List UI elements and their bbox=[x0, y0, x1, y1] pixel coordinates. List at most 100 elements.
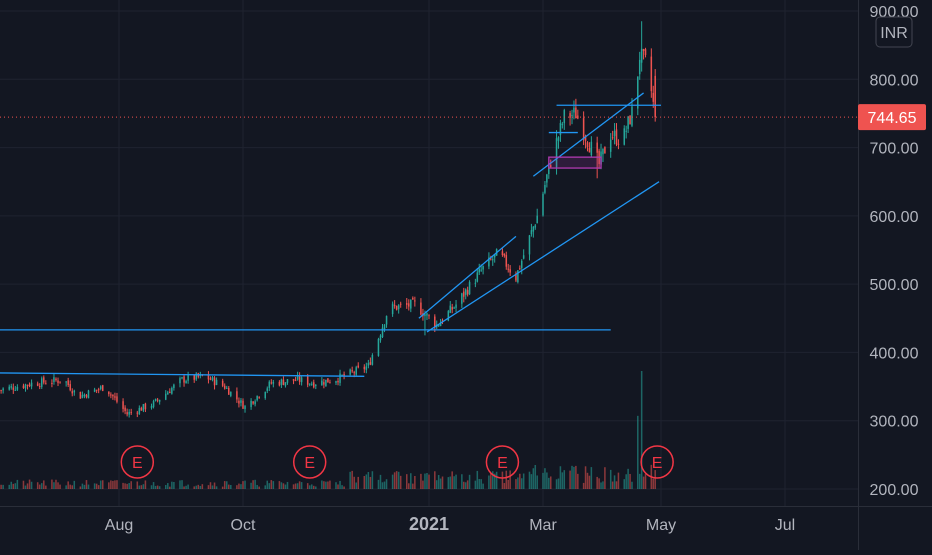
volume-bar bbox=[225, 481, 228, 489]
candle-body bbox=[244, 406, 246, 410]
volume-bar bbox=[215, 486, 218, 489]
price-tick-label: 400.00 bbox=[870, 345, 919, 362]
volume-bar bbox=[395, 471, 398, 489]
candle-body bbox=[642, 49, 645, 51]
candle-body bbox=[530, 230, 533, 235]
volume-bar bbox=[519, 473, 521, 489]
volume-bar bbox=[563, 470, 566, 489]
volume-bar bbox=[169, 486, 171, 489]
candle-body bbox=[323, 382, 325, 385]
candle-body bbox=[142, 404, 145, 411]
candle-body bbox=[341, 374, 343, 376]
candle-body bbox=[437, 325, 440, 327]
volume-bar bbox=[476, 470, 479, 489]
volume-bar bbox=[116, 480, 118, 489]
candle-body bbox=[215, 379, 218, 385]
volume-bar bbox=[65, 485, 67, 489]
trendline bbox=[418, 235, 517, 319]
candle-body bbox=[507, 268, 509, 270]
volume-bar bbox=[453, 476, 455, 489]
candle-body bbox=[164, 393, 167, 400]
earnings-marker-label: E bbox=[304, 455, 315, 472]
volume-bar bbox=[300, 482, 303, 489]
volume-bar bbox=[351, 470, 353, 489]
volume-bar bbox=[112, 480, 114, 489]
price-tick-label: 600.00 bbox=[870, 209, 919, 226]
candle-body bbox=[474, 282, 477, 284]
candle-body bbox=[250, 400, 252, 408]
candle-body bbox=[428, 315, 430, 317]
candle-body bbox=[588, 148, 591, 153]
volume-bar bbox=[623, 479, 626, 489]
volume-bar bbox=[549, 476, 552, 489]
candle-body bbox=[207, 374, 210, 380]
volume-bar bbox=[495, 471, 498, 489]
candle-body bbox=[138, 407, 141, 415]
volume-bar bbox=[339, 480, 341, 489]
candle-body bbox=[383, 324, 386, 329]
volume-bar bbox=[201, 484, 204, 489]
candle-body bbox=[0, 390, 2, 392]
candle-body bbox=[173, 384, 175, 388]
candle-body bbox=[69, 384, 71, 391]
volume-bar bbox=[424, 473, 426, 489]
volume-bar bbox=[0, 484, 2, 489]
candle-body bbox=[542, 193, 544, 216]
volume-bar bbox=[369, 476, 372, 489]
candle-body bbox=[329, 382, 331, 384]
candle-body bbox=[116, 396, 118, 402]
volume-bar bbox=[488, 475, 490, 489]
candle-body bbox=[377, 339, 380, 356]
volume-bar bbox=[308, 485, 311, 489]
volume-bar bbox=[507, 479, 509, 489]
volume-bar bbox=[312, 485, 315, 489]
volume-bar bbox=[140, 485, 143, 489]
volume-bar bbox=[408, 483, 410, 489]
candle-body bbox=[24, 384, 27, 389]
candle-body bbox=[26, 384, 29, 386]
volume-bar bbox=[522, 473, 525, 489]
volume-bar bbox=[67, 481, 69, 489]
volume-bar bbox=[124, 483, 126, 489]
candle-body bbox=[482, 266, 484, 270]
volume-bar bbox=[130, 481, 132, 489]
candle-body bbox=[654, 75, 656, 118]
candle-body bbox=[136, 412, 139, 414]
volume-bar bbox=[22, 480, 25, 489]
volume-bar bbox=[575, 465, 577, 489]
candle-body bbox=[488, 257, 490, 267]
volume-bar bbox=[252, 480, 254, 489]
candle-body bbox=[480, 269, 482, 271]
candle-body bbox=[381, 327, 384, 338]
candle-body bbox=[571, 114, 573, 116]
volume-bar bbox=[515, 479, 517, 489]
volume-bar bbox=[349, 471, 351, 489]
candle-body bbox=[424, 314, 426, 317]
candle-body bbox=[468, 281, 471, 295]
candle-body bbox=[43, 377, 45, 383]
candle-body bbox=[522, 255, 525, 259]
volume-bar bbox=[142, 484, 145, 489]
candle-body bbox=[258, 396, 260, 398]
candle-body bbox=[187, 375, 189, 381]
volume-bar bbox=[126, 483, 128, 489]
candle-body bbox=[296, 375, 299, 380]
candle-body bbox=[582, 118, 585, 140]
candle-body bbox=[252, 401, 254, 404]
candle-body bbox=[14, 389, 17, 391]
volume-bar bbox=[557, 478, 560, 489]
volume-bar bbox=[73, 480, 76, 489]
volume-bar bbox=[555, 479, 558, 489]
candle-body bbox=[87, 390, 90, 399]
volume-bar bbox=[122, 482, 124, 489]
candle-body bbox=[337, 380, 339, 383]
volume-bar bbox=[152, 482, 155, 489]
volume-bar bbox=[158, 486, 161, 489]
volume-bar bbox=[211, 485, 214, 489]
candle-body bbox=[67, 380, 69, 385]
candle-body bbox=[451, 307, 453, 310]
price-axis: 900.00800.00700.00600.00500.00400.00300.… bbox=[870, 4, 919, 499]
candle-body bbox=[644, 49, 647, 56]
